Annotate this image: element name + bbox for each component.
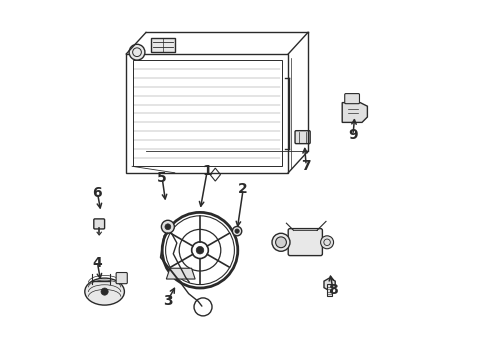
Circle shape (320, 236, 334, 249)
FancyBboxPatch shape (345, 94, 360, 104)
Ellipse shape (85, 278, 124, 305)
Bar (126, 54, 288, 173)
Circle shape (275, 237, 286, 248)
Polygon shape (342, 103, 368, 122)
Polygon shape (324, 278, 335, 291)
Circle shape (129, 44, 145, 60)
Text: 3: 3 (163, 294, 172, 307)
Circle shape (161, 220, 174, 233)
Circle shape (232, 226, 242, 236)
Polygon shape (166, 268, 195, 279)
Circle shape (165, 224, 171, 230)
Circle shape (101, 288, 108, 295)
Bar (151, 38, 175, 52)
Text: 7: 7 (301, 159, 311, 172)
Bar (327, 284, 333, 296)
Text: 2: 2 (238, 182, 248, 196)
FancyBboxPatch shape (94, 219, 104, 229)
Circle shape (196, 246, 204, 254)
Text: 1: 1 (202, 164, 212, 178)
Text: 5: 5 (157, 171, 167, 185)
FancyBboxPatch shape (295, 131, 310, 144)
Text: 6: 6 (93, 186, 102, 199)
Text: 8: 8 (328, 283, 338, 297)
Circle shape (235, 229, 239, 233)
Text: 4: 4 (93, 256, 102, 270)
FancyBboxPatch shape (116, 273, 127, 284)
Circle shape (272, 233, 290, 251)
FancyBboxPatch shape (288, 229, 322, 256)
Text: 9: 9 (348, 128, 358, 142)
Bar (133, 60, 282, 166)
